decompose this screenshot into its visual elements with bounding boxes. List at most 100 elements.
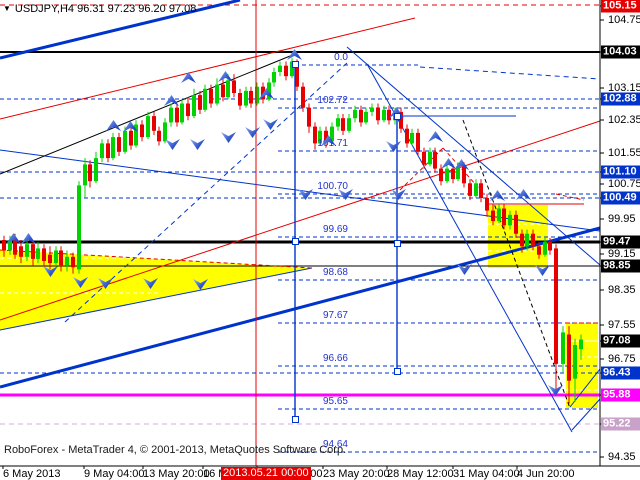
candlestick[interactable]	[25, 244, 29, 257]
candlestick[interactable]	[537, 246, 541, 255]
candlestick[interactable]	[31, 244, 35, 259]
candlestick[interactable]	[255, 86, 259, 104]
candlestick[interactable]	[554, 248, 558, 364]
candlestick[interactable]	[209, 88, 213, 104]
symbol-dropdown-icon[interactable]: ▼	[3, 4, 11, 13]
candlestick[interactable]	[579, 339, 583, 350]
selection-handle[interactable]	[394, 113, 401, 120]
candlestick[interactable]	[2, 240, 6, 251]
candlestick[interactable]	[221, 84, 225, 98]
downtrend-line-1[interactable]	[346, 46, 601, 266]
support-thick-steep[interactable]	[0, 0, 241, 60]
selection-handle[interactable]	[292, 61, 299, 68]
candlestick[interactable]	[445, 168, 449, 182]
candlestick[interactable]	[428, 151, 432, 165]
time-tick-label[interactable]: 6 May 2013	[3, 468, 61, 480]
support-thick-main[interactable]	[0, 226, 601, 389]
candlestick[interactable]	[479, 183, 483, 198]
candlestick[interactable]	[295, 63, 299, 87]
candlestick[interactable]	[422, 151, 426, 165]
candlestick[interactable]	[336, 118, 340, 127]
candlestick[interactable]	[163, 122, 167, 142]
candlestick[interactable]	[439, 168, 443, 182]
candlestick[interactable]	[508, 214, 512, 226]
candlestick[interactable]	[387, 109, 391, 121]
yellow-wedge[interactable]	[0, 250, 312, 330]
candlestick[interactable]	[198, 95, 202, 110]
candlestick[interactable]	[284, 65, 288, 77]
candlestick[interactable]	[267, 82, 271, 100]
candlestick[interactable]	[232, 80, 236, 93]
candlestick[interactable]	[474, 183, 478, 196]
candlestick[interactable]	[117, 137, 121, 152]
candlestick[interactable]	[502, 208, 506, 226]
candlestick[interactable]	[244, 90, 248, 106]
candlestick[interactable]	[129, 130, 133, 146]
candlestick[interactable]	[106, 143, 110, 159]
candlestick[interactable]	[88, 164, 92, 182]
candlestick[interactable]	[359, 109, 363, 123]
candlestick[interactable]	[226, 80, 230, 98]
red-channel-upper[interactable]	[0, 17, 416, 120]
candlestick[interactable]	[416, 132, 420, 152]
red-right-dashed[interactable]	[555, 193, 585, 201]
candlestick[interactable]	[567, 334, 571, 381]
candlestick[interactable]	[485, 198, 489, 211]
candlestick[interactable]	[71, 256, 75, 268]
candlestick[interactable]	[261, 86, 265, 100]
candlestick[interactable]	[456, 166, 460, 180]
candlestick[interactable]	[111, 137, 115, 159]
candlestick[interactable]	[215, 84, 219, 104]
candlestick[interactable]	[468, 183, 472, 196]
candlestick[interactable]	[290, 61, 294, 77]
time-tick-label[interactable]: 23 May 20:00	[323, 468, 390, 480]
candlestick[interactable]	[175, 107, 179, 123]
candlestick[interactable]	[180, 103, 184, 123]
candlestick[interactable]	[543, 242, 547, 255]
candlestick[interactable]	[573, 345, 577, 379]
time-tick-label[interactable]: 9 May 04:00	[84, 468, 145, 480]
candlestick[interactable]	[19, 246, 23, 257]
candlestick[interactable]	[347, 118, 351, 131]
candlestick[interactable]	[48, 254, 52, 264]
candlestick[interactable]	[382, 109, 386, 121]
candlestick[interactable]	[497, 208, 501, 222]
candlestick[interactable]	[410, 132, 414, 144]
candlestick[interactable]	[405, 128, 409, 144]
selection-handle[interactable]	[292, 238, 299, 245]
candlestick[interactable]	[83, 164, 87, 186]
candlestick[interactable]	[169, 107, 173, 123]
selection-handle[interactable]	[292, 416, 299, 423]
wedge-bottom-line[interactable]	[0, 267, 313, 331]
candlestick[interactable]	[451, 168, 455, 180]
time-tick-label[interactable]: 13 May 20:00	[143, 468, 210, 480]
candlestick[interactable]	[123, 130, 127, 152]
time-tick-label[interactable]: 4 Jun 20:00	[517, 468, 575, 480]
candlestick[interactable]	[313, 126, 317, 144]
candlestick[interactable]	[341, 118, 345, 131]
candlestick[interactable]	[186, 103, 190, 117]
candlestick[interactable]	[203, 88, 207, 110]
candlestick[interactable]	[42, 248, 46, 261]
candlestick[interactable]	[531, 233, 535, 247]
candlestick[interactable]	[561, 332, 565, 364]
candlestick[interactable]	[36, 248, 40, 259]
black-desc-dashed[interactable]	[462, 119, 571, 409]
candlestick[interactable]	[238, 93, 242, 106]
candlestick[interactable]	[433, 151, 437, 169]
time-tick-label[interactable]: 28 May 12:00	[387, 468, 454, 480]
candlestick[interactable]	[134, 124, 138, 146]
selection-handle[interactable]	[394, 368, 401, 375]
top-desc-dashed[interactable]	[419, 66, 601, 80]
candlestick[interactable]	[514, 214, 518, 234]
candlestick[interactable]	[77, 185, 81, 270]
candlestick[interactable]	[8, 240, 12, 251]
candlestick[interactable]	[462, 166, 466, 184]
candlestick[interactable]	[520, 233, 524, 247]
candlestick[interactable]	[370, 107, 374, 112]
candlestick[interactable]	[152, 116, 156, 131]
wedge-top-dashed[interactable]	[0, 249, 313, 269]
candlestick[interactable]	[272, 72, 276, 83]
candlestick[interactable]	[54, 250, 58, 264]
